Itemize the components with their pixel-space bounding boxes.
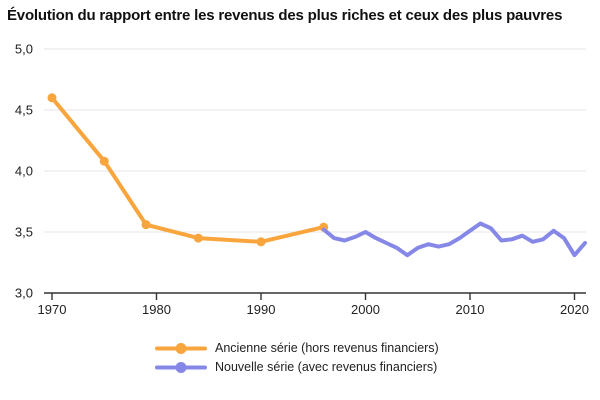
legend: Ancienne série (hors revenus financiers)…	[155, 341, 439, 374]
legend-item-new-series: Nouvelle série (avec revenus financiers)	[155, 360, 439, 374]
svg-text:1990: 1990	[247, 302, 276, 317]
svg-text:3,5: 3,5	[15, 225, 33, 240]
svg-text:4,5: 4,5	[15, 103, 33, 118]
chart-title: Évolution du rapport entre les revenus d…	[7, 7, 563, 24]
svg-text:2000: 2000	[351, 302, 380, 317]
svg-text:4,0: 4,0	[15, 164, 33, 179]
legend-label-old-series: Ancienne série (hors revenus financiers)	[215, 341, 439, 355]
svg-text:2020: 2020	[560, 302, 589, 317]
legend-line-dot-icon	[155, 361, 207, 373]
svg-text:3,0: 3,0	[15, 286, 33, 301]
legend-line-dot-icon	[155, 342, 207, 354]
legend-label-new-series: Nouvelle série (avec revenus financiers)	[215, 360, 438, 374]
svg-text:5,0: 5,0	[15, 42, 33, 57]
svg-text:1980: 1980	[142, 302, 171, 317]
legend-item-old-series: Ancienne série (hors revenus financiers)	[155, 341, 439, 355]
svg-text:2010: 2010	[456, 302, 485, 317]
svg-text:1970: 1970	[38, 302, 67, 317]
